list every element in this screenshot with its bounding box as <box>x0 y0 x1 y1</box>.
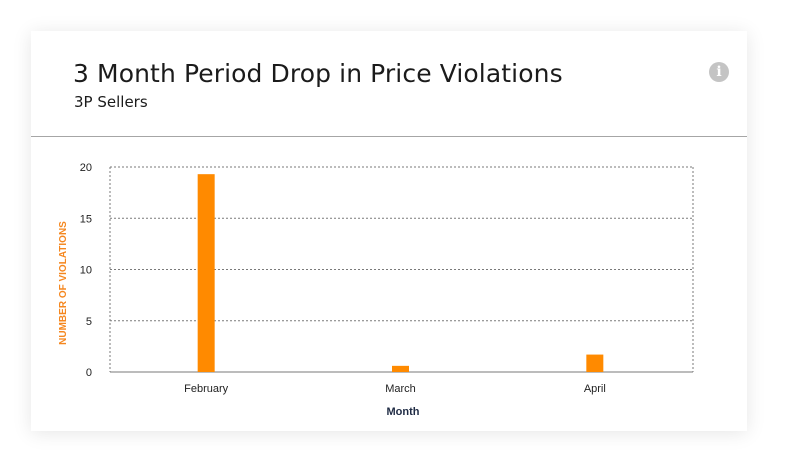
y-tick-label: 10 <box>80 265 92 277</box>
y-tick-label: 5 <box>86 316 92 328</box>
card-header: 3 Month Period Drop in Price Violations … <box>31 31 747 137</box>
x-tick-label: April <box>584 383 606 395</box>
bar-april[interactable] <box>586 354 604 372</box>
y-tick-label: 15 <box>80 213 92 225</box>
chart-subtitle: 3P Sellers <box>74 93 148 111</box>
y-tick-label: 20 <box>80 162 92 174</box>
bar-march[interactable] <box>392 365 409 372</box>
chart-title: 3 Month Period Drop in Price Violations <box>73 59 563 88</box>
x-tick-label: March <box>385 383 416 395</box>
y-axis-label: NUMBER OF VIOLATIONS <box>58 221 69 345</box>
x-axis-label: Month <box>387 406 420 418</box>
chart-card: 3 Month Period Drop in Price Violations … <box>31 31 747 431</box>
info-icon[interactable]: i <box>709 62 729 82</box>
y-tick-label: 0 <box>86 367 92 379</box>
bar-february[interactable] <box>197 174 215 372</box>
x-tick-label: February <box>184 383 229 395</box>
